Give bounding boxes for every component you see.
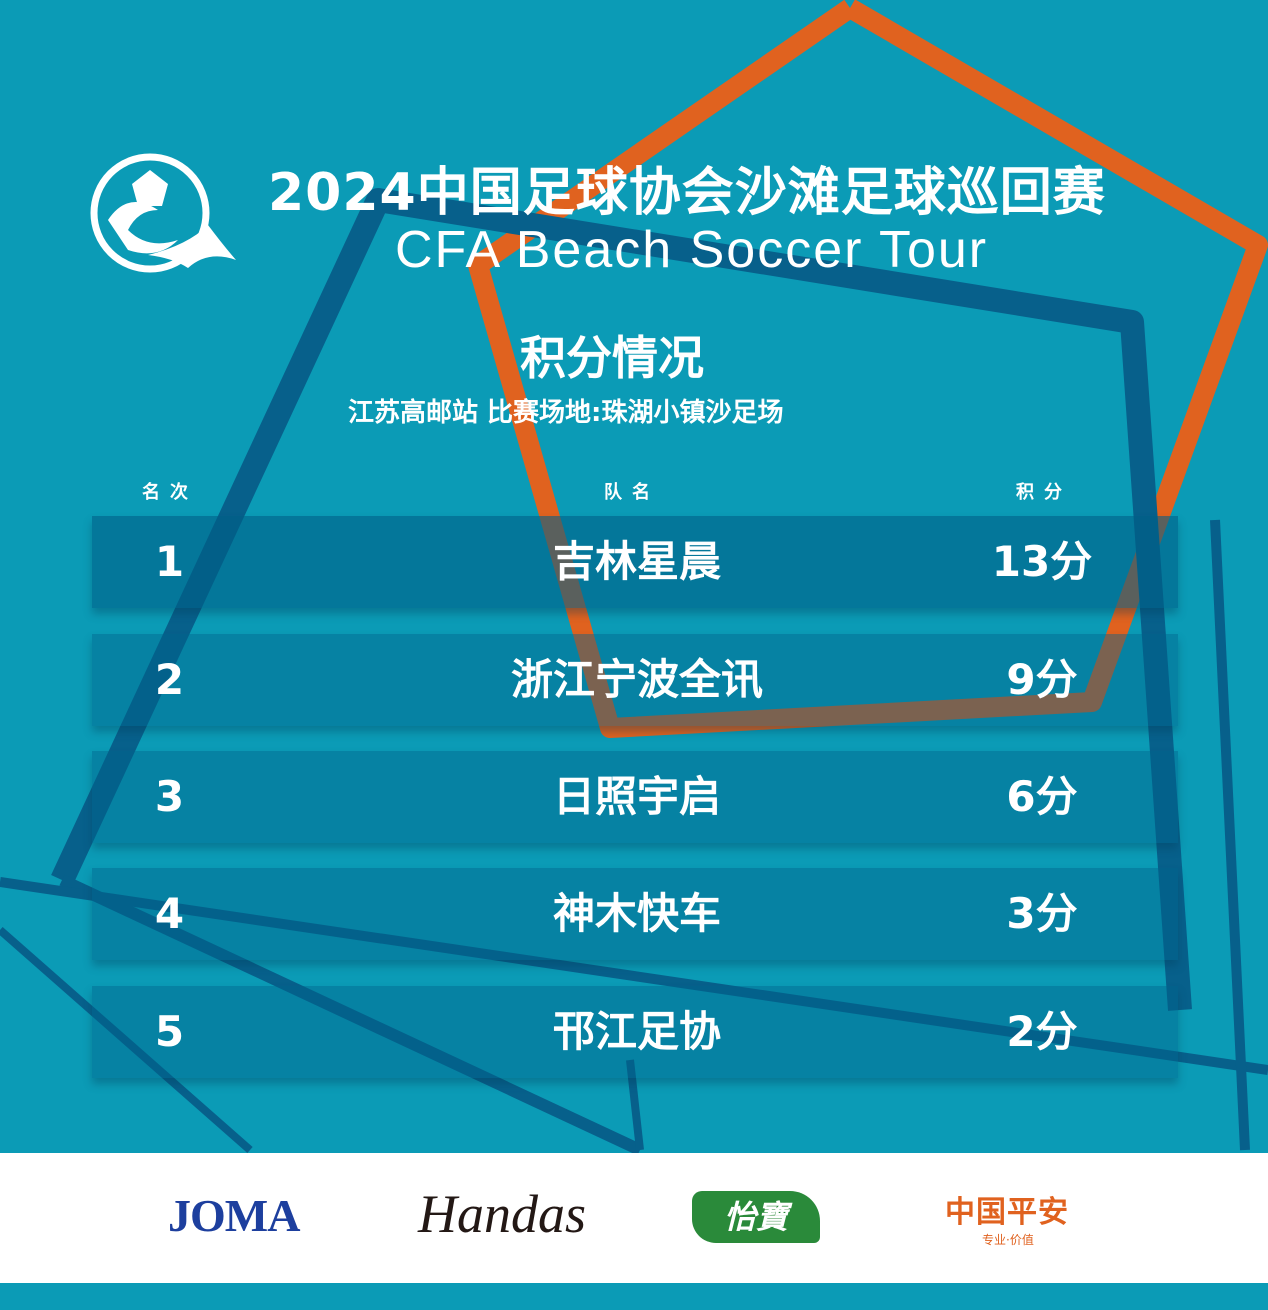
venue-info: 江苏高邮站 比赛场地:珠湖小镇沙足场 [348, 398, 784, 428]
points: 2分 [1006, 1007, 1078, 1056]
event-title-en: CFA Beach Soccer Tour [395, 221, 989, 279]
table-row: 2 浙江宁波全讯 9分 [92, 634, 1178, 726]
sponsor-yibao-logo: 怡寶 [692, 1191, 820, 1243]
points: 9分 [1006, 655, 1078, 704]
points: 3分 [1006, 889, 1078, 938]
points: 6分 [1006, 772, 1078, 821]
rank: 1 [154, 537, 185, 586]
sponsor-joma-logo: JOMA [168, 1190, 300, 1241]
column-header-points: 积分 [1016, 482, 1072, 503]
team-name: 神木快车 [552, 889, 721, 938]
table-row: 4 神木快车 3分 [92, 868, 1178, 960]
bottom-strip [0, 1283, 1268, 1310]
team-name: 吉林星晨 [552, 537, 721, 586]
event-title-cn: 2024中国足球协会沙滩足球巡回赛 [268, 163, 1106, 223]
cfa-beach-soccer-logo [90, 153, 236, 273]
points: 13分 [991, 537, 1093, 586]
column-header-rank: 名次 [142, 482, 198, 503]
rank: 3 [154, 772, 185, 821]
table-row: 5 邗江足协 2分 [92, 986, 1178, 1078]
sponsor-handas-logo: Handas [418, 1184, 587, 1244]
sponsor-bar: JOMA Handas 怡寶 中国平安 专业·价值 [0, 1153, 1268, 1283]
section-title: 积分情况 [520, 331, 704, 385]
sponsor-pingan-logo: 中国平安 [945, 1195, 1069, 1230]
team-name: 邗江足协 [552, 1007, 721, 1056]
team-name: 日照宇启 [552, 772, 721, 821]
table-row: 1 吉林星晨 13分 [92, 516, 1178, 608]
team-name: 浙江宁波全讯 [510, 655, 763, 704]
rank: 4 [154, 889, 185, 938]
column-header-team: 队名 [604, 482, 660, 503]
sponsor-pingan-tagline: 专业·价值 [982, 1233, 1034, 1247]
rank: 5 [154, 1007, 185, 1056]
table-row: 3 日照宇启 6分 [92, 751, 1178, 843]
rank: 2 [154, 655, 185, 704]
